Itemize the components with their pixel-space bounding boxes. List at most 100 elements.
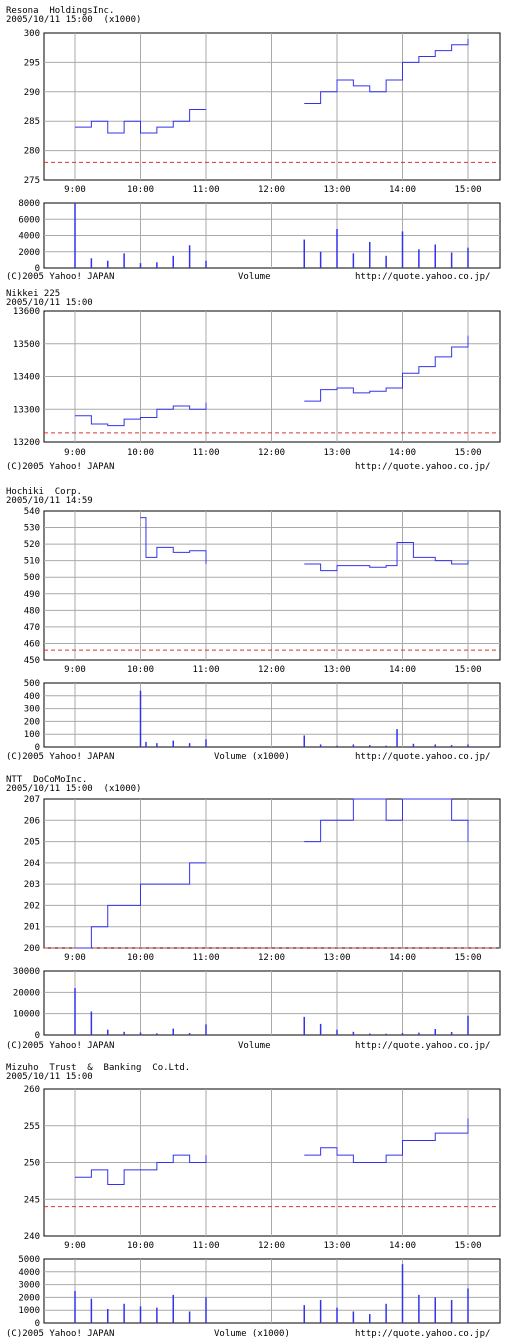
hochiki-volume-ytick-label: 300 — [24, 705, 40, 715]
ntt-price-ytick-label: 207 — [24, 795, 40, 805]
mizuho-time-label: 15:00 — [454, 1241, 481, 1251]
hochiki-time-label: 11:00 — [192, 665, 219, 675]
hochiki-price-ytick-label: 460 — [24, 639, 40, 649]
hochiki-title: Hochiki Corp. — [6, 487, 82, 497]
resona-footer-left: (C)2005 Yahoo! JAPAN — [6, 272, 115, 282]
hochiki-price-line-afternoon — [304, 541, 469, 572]
resona-price-line-afternoon — [304, 38, 469, 105]
nikkei-time-label: 13:00 — [323, 448, 350, 458]
hochiki-footer-left: (C)2005 Yahoo! JAPAN — [6, 752, 115, 762]
hochiki-time-label: 14:00 — [389, 665, 416, 675]
ntt-time-label: 11:00 — [192, 953, 219, 963]
hochiki-subtitle: 2005/10/11 14:59 — [6, 496, 93, 506]
resona-time-label: 10:00 — [127, 185, 154, 195]
ntt-time-label: 14:00 — [389, 953, 416, 963]
resona-footer-center: Volume — [238, 272, 271, 282]
nikkei-price-ytick-label: 13600 — [13, 307, 40, 317]
hochiki-time-label: 13:00 — [323, 665, 350, 675]
nikkei-price-ytick-label: 13500 — [13, 340, 40, 350]
mizuho-volume-ytick-label: 1000 — [18, 1306, 40, 1316]
nikkei-price-ytick-label: 13300 — [13, 405, 40, 415]
hochiki-price-ytick-label: 500 — [24, 573, 40, 583]
resona-price-ytick-label: 300 — [24, 29, 40, 39]
ntt-time-label: 10:00 — [127, 953, 154, 963]
resona-time-label: 9:00 — [64, 185, 86, 195]
hochiki-volume-ytick-label: 100 — [24, 730, 40, 740]
ntt-volume-ytick-label: 10000 — [13, 1010, 40, 1020]
resona-price-ytick-label: 280 — [24, 147, 40, 157]
ntt-price-ytick-label: 200 — [24, 944, 40, 954]
hochiki-price-ytick-label: 450 — [24, 656, 40, 666]
ntt-price-ytick-label: 205 — [24, 838, 40, 848]
nikkei-footer-right[interactable]: http://quote.yahoo.co.jp/ — [355, 462, 491, 472]
mizuho-price-ytick-label: 255 — [24, 1122, 40, 1132]
nikkei-time-label: 12:00 — [258, 448, 285, 458]
ntt-price-line-afternoon — [304, 798, 469, 843]
hochiki-time-label: 15:00 — [454, 665, 481, 675]
ntt-time-label: 9:00 — [64, 953, 86, 963]
resona-price-ytick-label: 285 — [24, 117, 40, 127]
hochiki-volume-panel: 500 400 300 200 100 0 — [24, 679, 501, 753]
ntt-volume-ytick-label: 30000 — [13, 967, 40, 977]
nikkei-time-label: 15:00 — [454, 448, 481, 458]
mizuho-time-label: 13:00 — [323, 1241, 350, 1251]
mizuho-title: Mizuho Trust & Banking Co.Ltd. — [6, 1063, 191, 1073]
ntt-volume-ytick-label: 20000 — [13, 988, 40, 998]
hochiki-footer-right[interactable]: http://quote.yahoo.co.jp/ — [355, 752, 491, 762]
hochiki-footer-center: Volume (x1000) — [214, 752, 290, 762]
mizuho-volume-ytick-label: 3000 — [18, 1281, 40, 1291]
mizuho-price-panel: 260 255 250 245 240 9:00 10:00 11:00 12:00 13:00 1… — [24, 1085, 501, 1251]
mizuho-price-line-morning — [75, 1154, 207, 1186]
hochiki-time-label: 9:00 — [64, 665, 86, 675]
nikkei-time-label: 11:00 — [192, 448, 219, 458]
mizuho-time-label: 9:00 — [64, 1241, 86, 1251]
mizuho-footer-left: (C)2005 Yahoo! JAPAN — [6, 1329, 115, 1339]
nikkei-price-line-morning — [75, 402, 207, 427]
nikkei-time-label: 9:00 — [64, 448, 86, 458]
resona-time-label: 12:00 — [258, 185, 285, 195]
ntt-price-ytick-label: 204 — [24, 859, 40, 869]
hochiki-time-label: 10:00 — [127, 665, 154, 675]
hochiki-price-ytick-label: 490 — [24, 590, 40, 600]
ntt-subtitle: 2005/10/11 15:00 (x1000) — [6, 784, 142, 794]
nikkei-title: Nikkei 225 — [6, 289, 61, 299]
mizuho-subtitle: 2005/10/11 15:00 — [6, 1072, 93, 1082]
mizuho-volume-panel: 5000 4000 3000 2000 1000 0 — [18, 1255, 501, 1329]
hochiki-price-ytick-label: 480 — [24, 606, 40, 616]
hochiki-price-ytick-label: 540 — [24, 507, 40, 517]
resona-volume-panel: 8000 6000 4000 2000 0 — [18, 199, 501, 274]
resona-time-label: 15:00 — [454, 185, 481, 195]
mizuho-price-ytick-label: 240 — [24, 1232, 40, 1242]
resona-price-panel: 300 295 290 285 280 275 9:00 10:00 11:00 12:00 13:… — [24, 29, 501, 195]
ntt-volume-panel: 30000 20000 10000 0 — [13, 967, 501, 1041]
nikkei-price-line-afternoon — [304, 335, 469, 402]
mizuho-time-label: 11:00 — [192, 1241, 219, 1251]
mizuho-footer-right[interactable]: http://quote.yahoo.co.jp/ — [355, 1329, 491, 1339]
ntt-time-label: 13:00 — [323, 953, 350, 963]
hochiki-price-ytick-label: 510 — [24, 557, 40, 567]
mizuho-price-line-afternoon — [304, 1118, 469, 1163]
resona-volume-ytick-label: 2000 — [18, 248, 40, 258]
resona-price-ytick-label: 290 — [24, 88, 40, 98]
mizuho-price-ytick-label: 260 — [24, 1085, 40, 1095]
mizuho-price-ytick-label: 250 — [24, 1159, 40, 1169]
ntt-volume-ytick-label: 0 — [35, 1031, 40, 1041]
resona-volume-ytick-label: 4000 — [18, 232, 40, 242]
ntt-footer-center: Volume — [238, 1041, 271, 1051]
resona-price-ytick-label: 275 — [24, 176, 40, 186]
mizuho-volume-ytick-label: 4000 — [18, 1268, 40, 1278]
ntt-price-ytick-label: 206 — [24, 816, 40, 826]
mizuho-time-label: 12:00 — [258, 1241, 285, 1251]
resona-time-label: 14:00 — [389, 185, 416, 195]
resona-footer-right[interactable]: http://quote.yahoo.co.jp/ — [355, 272, 491, 282]
resona-time-label: 11:00 — [192, 185, 219, 195]
ntt-price-ytick-label: 202 — [24, 901, 40, 911]
hochiki-volume-ytick-label: 400 — [24, 692, 40, 702]
ntt-time-label: 15:00 — [454, 953, 481, 963]
ntt-footer-right[interactable]: http://quote.yahoo.co.jp/ — [355, 1041, 491, 1051]
ntt-title: NTT DoCoMoInc. — [6, 775, 88, 785]
resona-price-ytick-label: 295 — [24, 58, 40, 68]
hochiki-price-ytick-label: 470 — [24, 623, 40, 633]
mizuho-time-label: 14:00 — [389, 1241, 416, 1251]
